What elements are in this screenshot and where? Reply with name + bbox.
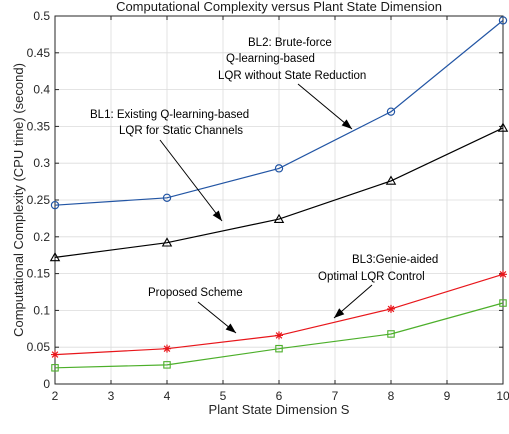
annotation-bl2-line3: LQR without State Reduction [218, 70, 366, 82]
x-tick-label: 9 [444, 389, 451, 403]
data-point-proposed [51, 350, 59, 359]
data-point-bl3 [387, 330, 395, 338]
data-point-bl1 [49, 251, 61, 262]
y-tick-label: 0.4 [33, 83, 50, 97]
x-tick-label: 7 [332, 389, 339, 403]
data-point-proposed [163, 344, 171, 353]
data-point-proposed [387, 304, 395, 313]
data-point-bl2 [274, 164, 284, 173]
data-point-bl1 [497, 122, 509, 132]
series-line-bl3 [54, 302, 504, 369]
data-point-bl3 [163, 361, 171, 369]
data-point-bl1 [161, 237, 173, 247]
y-tick-label: 0.5 [33, 9, 50, 23]
data-point-bl2 [50, 200, 60, 210]
axis-ticks: 2 3 4 5 6 7 8 9 10 0 0.05 0.1 0.15 0.2 0.25 0.3 0.35 0.4 0… [27, 9, 509, 403]
annotation-bl3-line1: BL3:Genie-aided [352, 254, 438, 266]
arrow-proposed-head [225, 323, 236, 333]
x-tick-label: 10 [496, 389, 509, 403]
data-point-proposed [499, 270, 507, 279]
y-axis-label: Computational Complexity (CPU time) (sec… [11, 63, 26, 337]
annotation-bl2-line2: Q-learning-based [226, 53, 315, 65]
y-tick-label: 0.1 [33, 303, 50, 317]
data-point-bl2 [162, 193, 172, 202]
x-tick-label: 4 [164, 389, 171, 403]
arrow-bl2-head [341, 119, 352, 129]
data-point-bl2 [498, 16, 508, 25]
arrow-bl2-shaft [297, 83, 353, 130]
x-tick-label: 6 [276, 389, 283, 403]
data-point-bl3 [275, 344, 283, 353]
y-tick-label: 0.45 [27, 46, 51, 60]
arrow-bl1-head [212, 210, 222, 221]
data-point-proposed [275, 331, 283, 340]
data-point-bl1 [385, 175, 397, 185]
annotation-arrows [159, 83, 373, 334]
series-group [49, 16, 509, 372]
arrow-bl3-head [334, 308, 345, 318]
data-point-bl2 [386, 107, 396, 116]
series-line-bl2 [54, 19, 504, 206]
x-tick-label: 2 [52, 389, 59, 403]
x-axis-label: Plant State Dimension S [209, 402, 350, 417]
x-tick-label: 5 [220, 389, 227, 403]
y-tick-label: 0.35 [27, 119, 51, 133]
y-tick-label: 0.25 [27, 193, 51, 207]
annotation-bl1-line1: BL1: Existing Q-learning-based [90, 109, 249, 121]
y-tick-label: 0.2 [33, 230, 50, 244]
data-point-bl3 [51, 364, 59, 372]
data-point-bl3 [499, 299, 507, 307]
x-tick-label: 3 [108, 389, 115, 403]
data-point-bl1 [273, 213, 285, 223]
y-tick-label: 0.05 [27, 340, 51, 354]
y-tick-label: 0.15 [27, 267, 51, 281]
annotation-bl1-line2: LQR for Static Channels [119, 125, 243, 137]
annotation-proposed: Proposed Scheme [148, 287, 243, 299]
arrow-bl1-shaft [159, 139, 223, 222]
y-tick-label: 0.3 [33, 156, 50, 170]
annotation-bl2-line1: BL2: Brute-force [248, 37, 332, 49]
x-tick-label: 8 [388, 389, 395, 403]
y-tick-label: 0 [43, 377, 50, 391]
annotation-bl3-line2: Optimal LQR Control [318, 271, 425, 283]
chart-title: Computational Complexity versus Plant St… [116, 0, 442, 14]
series-line-bl1 [54, 127, 504, 258]
